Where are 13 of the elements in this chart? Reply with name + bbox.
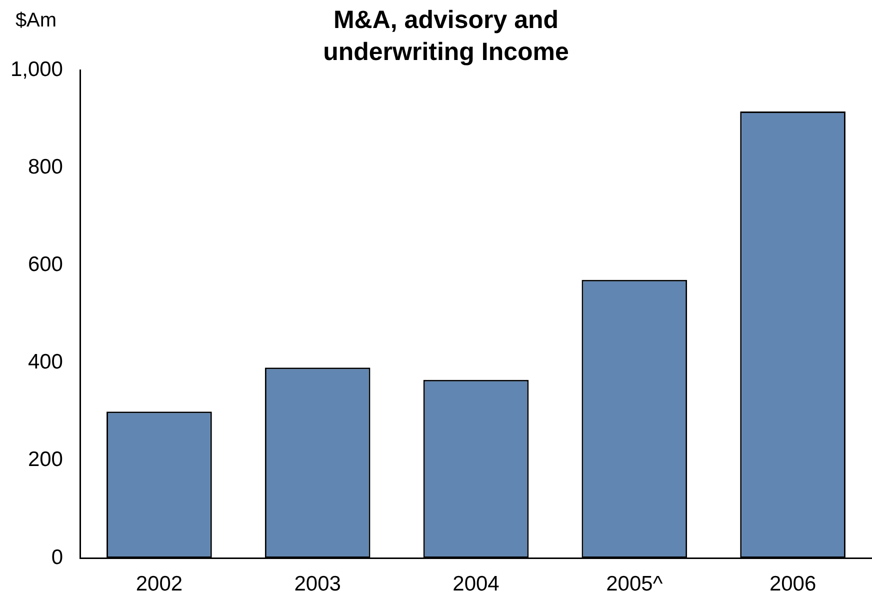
y-tick-label: 800: [28, 155, 63, 178]
y-tick-label: 200: [28, 448, 63, 472]
y-tick-label: 0: [51, 546, 63, 569]
x-tick-label: 2004: [452, 572, 500, 596]
x-tick-label: 2002: [136, 572, 183, 596]
y-axis-title: $Am: [15, 10, 57, 32]
y-tick-label: 600: [28, 252, 63, 276]
x-tick-label: 2005^: [606, 572, 663, 596]
y-tick-label: 1,000: [10, 58, 63, 81]
x-tick-label: 2003: [294, 572, 341, 596]
x-tick-label: 2006: [769, 572, 816, 596]
chart-title: M&A, advisory and underwriting Income: [323, 6, 570, 66]
y-tick-label: 400: [28, 350, 63, 374]
